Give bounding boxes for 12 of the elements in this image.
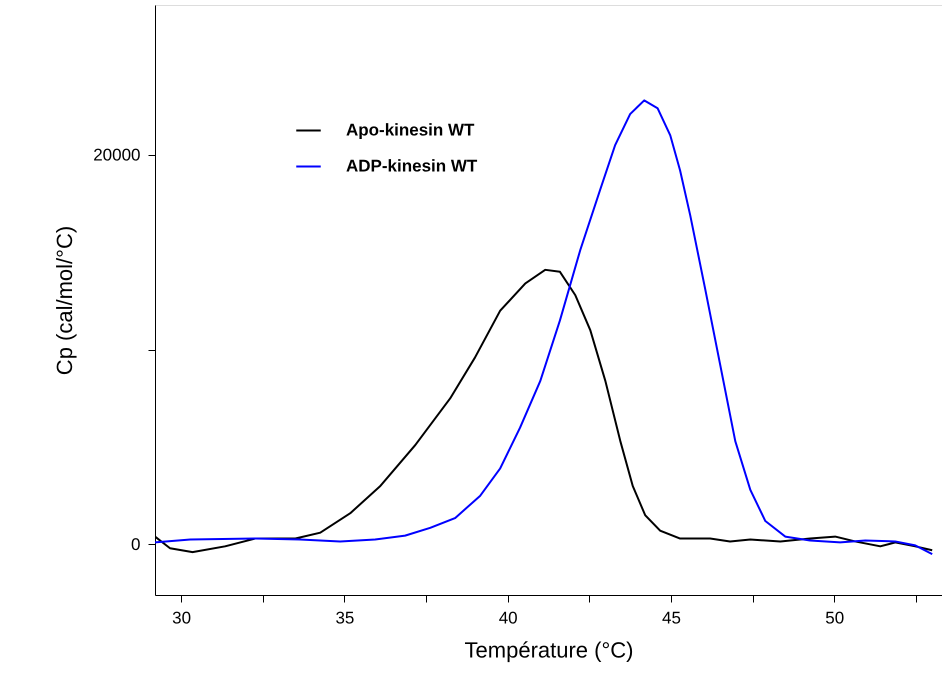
legend-label: ADP-kinesin WT [346,156,478,176]
y-tick-label: 0 [131,534,140,554]
x-tick-label: 50 [825,608,844,628]
line-series [155,99,934,556]
x-tick-label: 35 [335,608,354,628]
x-tick-label: 45 [662,608,681,628]
y-axis-title: Cp (cal/mol/°C) [52,226,78,376]
y-tick-label: 20000 [93,145,140,164]
x-axis-title: Température (°C) [464,638,634,662]
x-tick-label: 40 [498,608,518,628]
legend-label: Apo-kinesin WT [346,120,476,140]
x-tick-label: 30 [172,608,192,628]
